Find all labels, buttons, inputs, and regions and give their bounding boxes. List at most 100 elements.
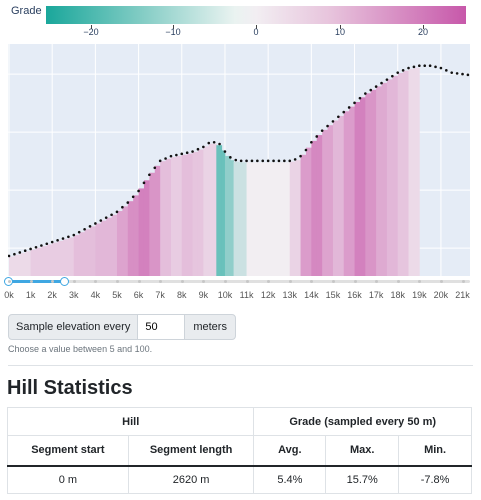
elevation-point — [207, 141, 211, 145]
elevation-point — [391, 74, 394, 78]
grade-bar — [68, 237, 75, 276]
elevation-point — [72, 233, 76, 237]
grade-bar — [316, 135, 323, 276]
colorbar-tick-label: −20 — [83, 27, 99, 37]
elevation-grade-chart[interactable] — [8, 44, 470, 276]
elevation-point — [202, 145, 205, 149]
elevation-point — [266, 159, 270, 163]
range-slider-selection[interactable] — [8, 280, 65, 283]
elevation-point — [23, 249, 27, 253]
elevation-point — [466, 73, 470, 77]
x-tick-label: 18k — [390, 290, 405, 300]
elevation-point — [445, 69, 448, 72]
elevation-point — [331, 120, 335, 123]
grade-bar — [25, 251, 31, 276]
grade-bar — [392, 75, 399, 276]
table-column-header-row: Segment start Segment length Avg. Max. M… — [7, 435, 472, 466]
elevation-point — [315, 135, 319, 138]
grade-bar — [381, 82, 388, 276]
hill-statistics-heading: Hill Statistics — [7, 377, 133, 399]
slider-tick-dot — [353, 280, 357, 283]
elevation-point — [148, 173, 151, 177]
range-slider-track[interactable] — [8, 280, 470, 283]
elevation-point — [418, 64, 421, 67]
elevation-point — [212, 140, 216, 144]
slider-tick-dot — [29, 280, 33, 283]
elevation-point — [99, 219, 103, 222]
elevation-point — [250, 159, 254, 163]
column-header-segment-start: Segment start — [7, 435, 129, 466]
x-tick-label: 4k — [90, 290, 101, 300]
grade-bar — [35, 247, 42, 276]
elevation-point — [342, 110, 346, 114]
elevation-point — [142, 181, 146, 185]
elevation-point — [121, 205, 124, 209]
elevation-point — [61, 237, 65, 240]
slider-tick-dot — [418, 280, 422, 283]
x-tick-label: 19k — [412, 290, 427, 300]
grade-bar — [149, 172, 156, 276]
elevation-point — [239, 159, 243, 163]
elevation-point — [8, 254, 11, 258]
x-tick-label: 16k — [347, 290, 362, 300]
elevation-point — [29, 247, 32, 251]
grade-bar — [230, 160, 235, 276]
x-tick-label: 8k — [177, 290, 187, 300]
grade-bar — [170, 157, 177, 276]
x-tick-label: 11k — [239, 290, 254, 300]
grade-bar — [349, 106, 355, 276]
elevation-point — [50, 240, 54, 244]
elevation-point — [428, 64, 432, 67]
elevation-point — [461, 72, 464, 76]
grade-bar — [262, 162, 269, 276]
grade-bar — [192, 151, 199, 276]
sample-interval-input[interactable] — [138, 314, 185, 340]
grade-bar — [289, 161, 296, 276]
colorbar-tick-label: 0 — [253, 27, 259, 37]
elevation-point — [77, 230, 81, 234]
grade-bar — [233, 161, 240, 276]
elevation-point — [256, 159, 259, 163]
slider-tick-dot — [288, 280, 292, 283]
elevation-point — [401, 69, 405, 72]
elevation-point — [326, 124, 329, 128]
elevation-point — [272, 159, 275, 163]
grade-bar — [216, 145, 223, 276]
grade-bar — [57, 240, 64, 276]
elevation-point — [288, 159, 292, 163]
elevation-point — [110, 213, 113, 217]
x-tick-label: 1k — [25, 290, 36, 300]
grade-bar — [52, 242, 58, 276]
grade-bar — [268, 162, 274, 276]
elevation-point — [115, 210, 119, 214]
slider-tick-dot — [461, 280, 465, 283]
x-tick-label: 15k — [325, 290, 341, 300]
sample-interval-prefix: Sample elevation every — [8, 314, 139, 340]
elevation-point — [104, 216, 108, 219]
slider-tick-dot — [223, 280, 227, 283]
section-divider — [8, 365, 473, 366]
slider-tick-dot — [331, 280, 335, 283]
elevation-point — [13, 252, 16, 256]
grade-bar — [239, 162, 245, 276]
elevation-point — [88, 225, 92, 228]
grade-bar — [84, 229, 91, 276]
elevation-point — [293, 158, 297, 161]
grade-bar — [295, 160, 301, 276]
column-header-max: Max. — [325, 435, 400, 466]
elevation-point — [223, 150, 227, 153]
elevation-point — [83, 227, 86, 231]
elevation-point — [67, 235, 70, 239]
grade-bar — [116, 211, 123, 276]
x-tick-label: 13k — [282, 290, 298, 300]
range-slider-end-handle[interactable] — [60, 277, 69, 286]
sample-interval-group: Sample elevation every meters — [8, 314, 236, 340]
grade-bar — [413, 67, 420, 276]
slider-tick-dot — [72, 280, 76, 283]
grade-bar — [203, 146, 210, 276]
grade-bar — [14, 254, 21, 276]
grade-bar — [165, 158, 172, 276]
slider-tick-dot — [310, 280, 314, 283]
elevation-point — [261, 159, 265, 163]
x-tick-label: 9k — [198, 290, 209, 300]
